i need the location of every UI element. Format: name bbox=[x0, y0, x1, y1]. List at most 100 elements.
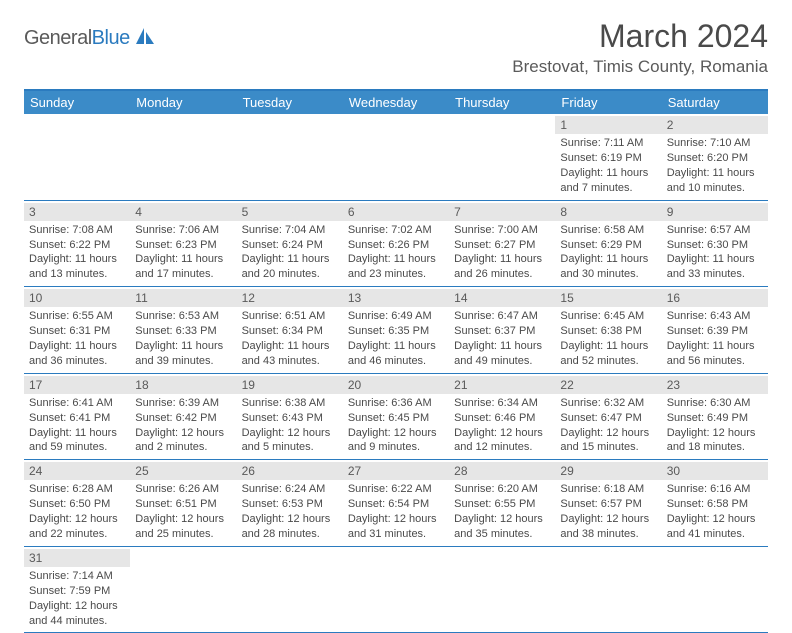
day-info-line: Sunrise: 6:32 AM bbox=[560, 396, 656, 411]
day-number: 3 bbox=[24, 203, 130, 221]
day-info-line: Sunset: 6:31 PM bbox=[29, 324, 125, 339]
day-number: 27 bbox=[343, 462, 449, 480]
day-info-line: Daylight: 12 hours and 28 minutes. bbox=[242, 512, 338, 542]
day-cell: 10Sunrise: 6:55 AMSunset: 6:31 PMDayligh… bbox=[24, 287, 130, 373]
day-info-line: Sunset: 6:30 PM bbox=[667, 238, 763, 253]
day-number bbox=[24, 116, 130, 134]
day-number bbox=[343, 549, 449, 567]
location: Brestovat, Timis County, Romania bbox=[512, 57, 768, 77]
day-number: 25 bbox=[130, 462, 236, 480]
logo-text: GeneralBlue bbox=[24, 27, 130, 50]
day-info-line: Daylight: 12 hours and 12 minutes. bbox=[454, 426, 550, 456]
day-number: 20 bbox=[343, 376, 449, 394]
day-info-line: Sunset: 6:19 PM bbox=[560, 151, 656, 166]
day-cell bbox=[343, 547, 449, 633]
day-info-line: Sunset: 6:53 PM bbox=[242, 497, 338, 512]
day-number: 13 bbox=[343, 289, 449, 307]
day-info-line: Sunset: 6:38 PM bbox=[560, 324, 656, 339]
header: GeneralBlue March 2024 Brestovat, Timis … bbox=[0, 0, 792, 81]
day-cell: 5Sunrise: 7:04 AMSunset: 6:24 PMDaylight… bbox=[237, 201, 343, 287]
day-number: 4 bbox=[130, 203, 236, 221]
day-info-line: Sunrise: 6:53 AM bbox=[135, 309, 231, 324]
day-info-line: Sunset: 6:41 PM bbox=[29, 411, 125, 426]
day-number bbox=[130, 116, 236, 134]
day-cell: 24Sunrise: 6:28 AMSunset: 6:50 PMDayligh… bbox=[24, 460, 130, 546]
day-cell: 29Sunrise: 6:18 AMSunset: 6:57 PMDayligh… bbox=[555, 460, 661, 546]
day-number bbox=[449, 116, 555, 134]
day-header-cell: Thursday bbox=[449, 91, 555, 114]
day-info-line: Sunrise: 6:18 AM bbox=[560, 482, 656, 497]
logo: GeneralBlue bbox=[24, 26, 156, 51]
week-row: 1Sunrise: 7:11 AMSunset: 6:19 PMDaylight… bbox=[24, 114, 768, 201]
day-info-line: Sunrise: 7:11 AM bbox=[560, 136, 656, 151]
day-info-line: Sunrise: 6:20 AM bbox=[454, 482, 550, 497]
day-info-line: Sunset: 6:26 PM bbox=[348, 238, 444, 253]
day-info-line: Sunrise: 7:08 AM bbox=[29, 223, 125, 238]
day-cell bbox=[449, 114, 555, 200]
day-cell: 20Sunrise: 6:36 AMSunset: 6:45 PMDayligh… bbox=[343, 374, 449, 460]
day-info-line: Daylight: 11 hours and 52 minutes. bbox=[560, 339, 656, 369]
day-number bbox=[130, 549, 236, 567]
day-info-line: Sunset: 6:45 PM bbox=[348, 411, 444, 426]
day-cell: 1Sunrise: 7:11 AMSunset: 6:19 PMDaylight… bbox=[555, 114, 661, 200]
day-info-line: Daylight: 12 hours and 5 minutes. bbox=[242, 426, 338, 456]
day-number: 28 bbox=[449, 462, 555, 480]
day-cell: 25Sunrise: 6:26 AMSunset: 6:51 PMDayligh… bbox=[130, 460, 236, 546]
day-number: 30 bbox=[662, 462, 768, 480]
day-cell: 15Sunrise: 6:45 AMSunset: 6:38 PMDayligh… bbox=[555, 287, 661, 373]
day-cell: 17Sunrise: 6:41 AMSunset: 6:41 PMDayligh… bbox=[24, 374, 130, 460]
weeks-container: 1 Sunrise: 7:11 AMSunset: 6:19 PM Daylight… bbox=[24, 114, 768, 633]
day-info-line: Daylight: 12 hours and 2 minutes. bbox=[135, 426, 231, 456]
day-info-line: Daylight: 11 hours and 26 minutes. bbox=[454, 252, 550, 282]
day-info-line: Sunrise: 6:28 AM bbox=[29, 482, 125, 497]
day-number bbox=[662, 549, 768, 567]
day-number bbox=[237, 116, 343, 134]
day-number: 7 bbox=[449, 203, 555, 221]
week-row: 10Sunrise: 6:55 AMSunset: 6:31 PMDayligh… bbox=[24, 287, 768, 374]
day-info-line: Daylight: 11 hours and 59 minutes. bbox=[29, 426, 125, 456]
day-number: 2 bbox=[662, 116, 768, 134]
day-cell: 6Sunrise: 7:02 AMSunset: 6:26 PMDaylight… bbox=[343, 201, 449, 287]
day-cell: 12Sunrise: 6:51 AMSunset: 6:34 PMDayligh… bbox=[237, 287, 343, 373]
day-info-line: Sunset: 6:49 PM bbox=[667, 411, 763, 426]
day-info-line: Daylight: 11 hours and 46 minutes. bbox=[348, 339, 444, 369]
day-cell bbox=[237, 547, 343, 633]
day-info-line: Daylight: 12 hours and 38 minutes. bbox=[560, 512, 656, 542]
day-info-line: Daylight: 12 hours and 31 minutes. bbox=[348, 512, 444, 542]
day-info-line: Daylight: 12 hours and 18 minutes. bbox=[667, 426, 763, 456]
day-cell: 26Sunrise: 6:24 AMSunset: 6:53 PMDayligh… bbox=[237, 460, 343, 546]
day-info-line: Sunrise: 7:06 AM bbox=[135, 223, 231, 238]
day-info-line: Sunrise: 6:49 AM bbox=[348, 309, 444, 324]
day-info-line: Daylight: 11 hours and 33 minutes. bbox=[667, 252, 763, 282]
day-header-cell: Tuesday bbox=[237, 91, 343, 114]
day-number bbox=[237, 549, 343, 567]
day-info-line: Sunrise: 6:58 AM bbox=[560, 223, 656, 238]
day-cell: 22Sunrise: 6:32 AMSunset: 6:47 PMDayligh… bbox=[555, 374, 661, 460]
day-number: 18 bbox=[130, 376, 236, 394]
day-info-line: Sunset: 6:46 PM bbox=[454, 411, 550, 426]
day-cell bbox=[662, 547, 768, 633]
day-cell: 18Sunrise: 6:39 AMSunset: 6:42 PMDayligh… bbox=[130, 374, 236, 460]
day-info-line: Daylight: 12 hours and 15 minutes. bbox=[560, 426, 656, 456]
day-info-line: Sunset: 6:43 PM bbox=[242, 411, 338, 426]
day-info-line: Sunrise: 6:26 AM bbox=[135, 482, 231, 497]
month-title: March 2024 bbox=[512, 18, 768, 55]
day-info-line: Sunrise: 6:30 AM bbox=[667, 396, 763, 411]
day-info-line: Sunset: 6:35 PM bbox=[348, 324, 444, 339]
day-cell: 27Sunrise: 6:22 AMSunset: 6:54 PMDayligh… bbox=[343, 460, 449, 546]
day-info-line: Sunset: 6:37 PM bbox=[454, 324, 550, 339]
day-number: 14 bbox=[449, 289, 555, 307]
day-number: 29 bbox=[555, 462, 661, 480]
day-header-cell: Sunday bbox=[24, 91, 130, 114]
day-number: 1 bbox=[555, 116, 661, 134]
day-number: 10 bbox=[24, 289, 130, 307]
day-info-line: Sunset: 6:33 PM bbox=[135, 324, 231, 339]
day-cell: 31Sunrise: 7:14 AMSunset: 7:59 PMDayligh… bbox=[24, 547, 130, 633]
day-info-line: Daylight: 12 hours and 44 minutes. bbox=[29, 599, 125, 629]
day-info-line: Daylight: 11 hours and 17 minutes. bbox=[135, 252, 231, 282]
day-header-cell: Monday bbox=[130, 91, 236, 114]
day-info-line: Sunset: 6:51 PM bbox=[135, 497, 231, 512]
day-info-line: Sunrise: 6:51 AM bbox=[242, 309, 338, 324]
day-info-line: Sunset: 7:59 PM bbox=[29, 584, 125, 599]
day-number: 22 bbox=[555, 376, 661, 394]
